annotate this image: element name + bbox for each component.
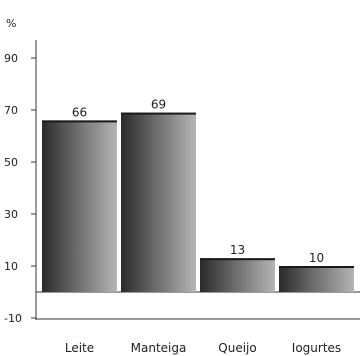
bar-top-edge (200, 258, 275, 261)
data-label: 10 (309, 251, 324, 265)
y-axis-unit-label: % (6, 17, 16, 30)
category-label: Queijo (218, 341, 256, 355)
data-label: 66 (72, 105, 87, 119)
labels-group: 66 Leite 69 Manteiga 13 Queijo 10 Iogurtes (65, 98, 341, 355)
bar-leite (42, 120, 117, 293)
category-label: Leite (65, 341, 94, 355)
y-tick-label: 10 (4, 260, 18, 273)
category-label: Manteiga (131, 341, 187, 355)
y-tick-label: 30 (4, 208, 18, 221)
y-tick-label: 70 (4, 104, 18, 117)
y-tick-label: -10 (4, 312, 22, 325)
bar-top-edge (279, 266, 354, 268)
data-label: 13 (230, 243, 245, 257)
bar-top-edge (42, 120, 117, 123)
category-label: Iogurtes (292, 341, 341, 355)
bar-top-edge (121, 112, 196, 115)
bar-iogurtes (279, 266, 354, 292)
bar-manteiga (121, 112, 196, 292)
y-axis-ticks: -10 10 30 50 70 90 (4, 52, 36, 325)
y-tick-label: 50 (4, 156, 18, 169)
bars-group (42, 112, 354, 293)
data-label: 69 (151, 98, 166, 112)
y-tick-label: 90 (4, 52, 18, 65)
bar-queijo (200, 258, 275, 292)
